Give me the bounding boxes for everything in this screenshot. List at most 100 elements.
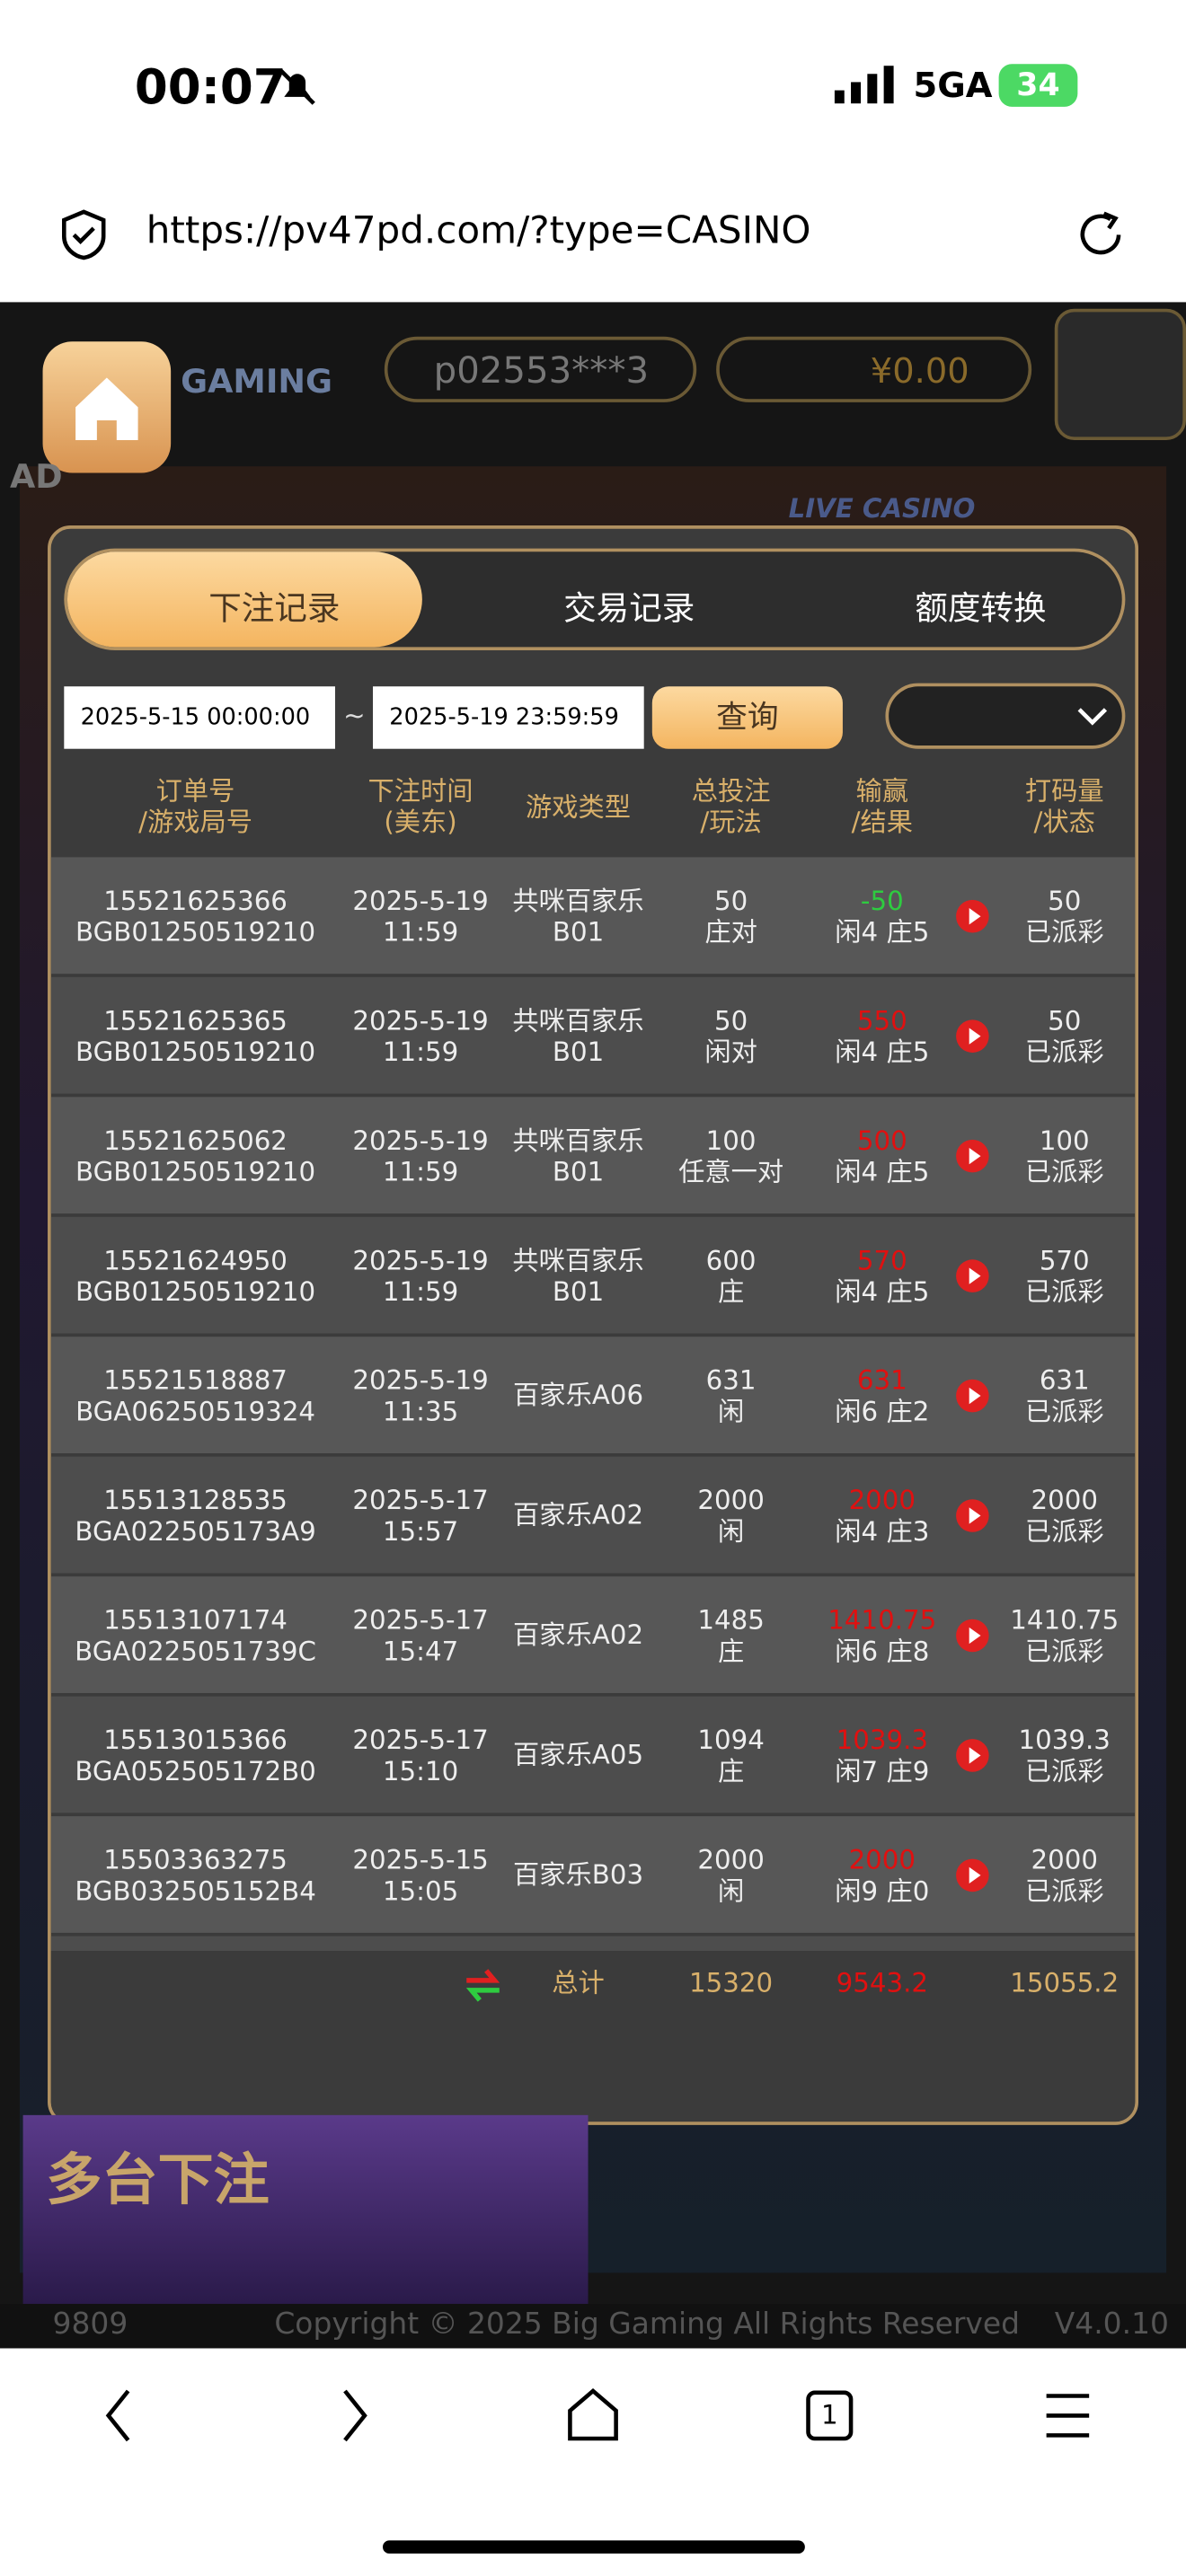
column-header: /状态	[1033, 806, 1095, 838]
detail-button[interactable]	[956, 1619, 989, 1653]
cell: 15513128535	[103, 1484, 288, 1516]
cell: 1094	[697, 1724, 765, 1756]
cell: 闲	[717, 1875, 745, 1907]
cell: 已派彩	[1024, 1156, 1104, 1187]
cell: 1410.75	[828, 1604, 937, 1636]
cell: BGA0225051739C	[75, 1635, 316, 1667]
cell: 闲4 庄5	[835, 1036, 930, 1068]
cell: 50	[713, 1004, 748, 1037]
detail-button[interactable]	[956, 1019, 989, 1053]
tab-count[interactable]: 1	[820, 2399, 838, 2430]
reload-icon[interactable]	[1075, 208, 1128, 261]
detail-button[interactable]	[956, 1858, 989, 1892]
cell: 1039.3	[836, 1724, 928, 1756]
detail-button[interactable]	[956, 1499, 989, 1532]
cell: 15521518887	[103, 1364, 288, 1397]
cell: 已派彩	[1024, 1396, 1104, 1427]
username[interactable]: p02553***3	[384, 336, 697, 402]
start-date[interactable]: 2025-5-15 00:00:00	[64, 686, 335, 749]
cell: BGB01250519210	[75, 1036, 316, 1068]
column-header: 打码量	[1024, 774, 1104, 807]
cell: 15521625062	[103, 1125, 288, 1157]
cell: 2000	[1031, 1484, 1098, 1516]
swap-icon[interactable]	[462, 1964, 505, 2007]
cell: 闲6 庄8	[835, 1635, 930, 1667]
cell: 2000	[848, 1844, 916, 1875]
column-header: /结果	[851, 806, 913, 838]
cell: 已派彩	[1024, 1515, 1104, 1548]
column-header: 游戏类型	[526, 791, 632, 823]
cell: 庄对	[704, 916, 757, 948]
cell: 2025-5-17	[352, 1724, 489, 1756]
end-date[interactable]: 2025-5-19 23:59:59	[373, 686, 644, 749]
cell: 15521625365	[103, 1004, 288, 1037]
cell: 闲	[717, 1396, 745, 1427]
network: 5GA	[913, 66, 993, 106]
detail-button[interactable]	[956, 1739, 989, 1772]
cell: 50	[713, 885, 748, 917]
home-button[interactable]	[42, 341, 172, 473]
menu-button[interactable]	[1054, 308, 1186, 440]
tab[interactable]: 交易记录	[563, 587, 695, 628]
play-icon	[969, 908, 981, 925]
cell: B01	[552, 1156, 605, 1187]
cell: 任意一对	[678, 1156, 784, 1187]
shield-icon	[62, 209, 106, 260]
table-row	[50, 857, 1136, 975]
detail-button[interactable]	[956, 1259, 989, 1292]
column-header: (美东)	[384, 806, 457, 838]
table-row	[50, 1456, 1136, 1574]
detail-button[interactable]	[956, 1139, 989, 1173]
cell: 闲6 庄2	[835, 1396, 930, 1427]
cell: 2025-5-17	[352, 1484, 489, 1516]
table-row	[50, 1576, 1136, 1693]
version: V4.0.10	[1054, 2307, 1169, 2342]
cell: 50	[1048, 1004, 1082, 1037]
browser-nav	[105, 2387, 1090, 2554]
cell: 15513107174	[103, 1604, 288, 1636]
cell: 百家乐A02	[513, 1499, 644, 1531]
cell: 已派彩	[1024, 916, 1104, 948]
query-button[interactable]: 查询	[651, 686, 843, 749]
cell: 闲7 庄9	[835, 1755, 930, 1787]
logo: GAMING	[181, 361, 333, 401]
cell: 50	[1048, 885, 1082, 917]
cell: 庄	[717, 1275, 745, 1308]
url[interactable]: https://pv47pd.com/?type=CASINO	[146, 210, 811, 253]
cell: 1410.75	[1010, 1604, 1120, 1636]
dropdown[interactable]	[885, 683, 1126, 749]
total-turnover: 15055.2	[1010, 1967, 1120, 1999]
cell: 11:59	[382, 1036, 459, 1068]
promo-banner[interactable]: 多台下注	[22, 2114, 589, 2305]
table: 订单号/游戏局号 下注时间 (美东) 游戏类型 总投注/玩法 输赢/结果 打码量/状态 155…	[50, 769, 1136, 2122]
cell: 2000	[848, 1484, 916, 1516]
column-header: 输赢	[855, 774, 909, 807]
bet-record-modal: 下注记录 交易记录 额度转换 2025-5-15 00:00:00 ~ 2025…	[48, 525, 1139, 2125]
cell: 11:35	[382, 1396, 459, 1427]
cell: 15521625366	[103, 885, 288, 917]
signal-icon	[834, 66, 894, 104]
cell: 闲4 庄5	[835, 916, 930, 948]
cell: 闲	[717, 1515, 745, 1548]
detail-button[interactable]	[956, 1379, 989, 1413]
cell: BGB032505152B4	[75, 1875, 316, 1907]
tab[interactable]: 下注记录	[208, 587, 341, 628]
banner-text: LIVE CASINO	[788, 492, 976, 525]
total-label: 总计	[552, 1967, 605, 1999]
cell: 15:05	[382, 1875, 459, 1907]
tab[interactable]: 额度转换	[915, 587, 1047, 628]
column-header: /玩法	[700, 806, 762, 838]
cell: 15503363275	[103, 1844, 288, 1875]
cell: 15513015366	[103, 1724, 288, 1756]
cell: 631	[1039, 1364, 1090, 1397]
cell: 1485	[697, 1604, 765, 1636]
cell: 百家乐A06	[513, 1379, 644, 1411]
cell: 2000	[697, 1484, 765, 1516]
cell: BGB01250519210	[75, 1156, 316, 1187]
detail-button[interactable]	[956, 899, 989, 933]
cell: 百家乐B03	[513, 1858, 644, 1891]
play-icon	[969, 1507, 981, 1524]
cell: 15:57	[382, 1515, 459, 1548]
